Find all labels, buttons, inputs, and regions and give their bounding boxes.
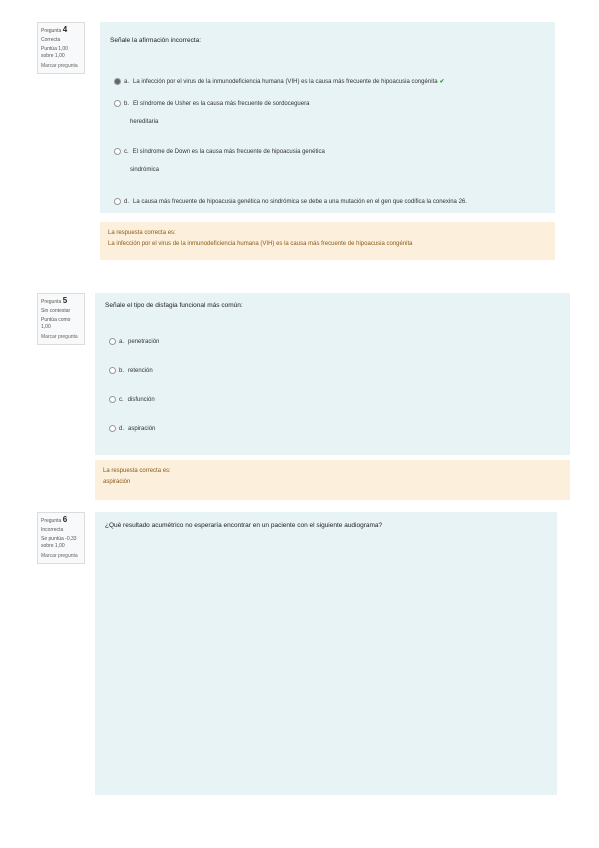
option-text: El síndrome de Down es la causa más frec…	[132, 149, 325, 155]
question-number: 5	[62, 296, 68, 305]
question-status: Correcta	[41, 37, 61, 43]
question-score: Se puntúa -0,33 sobre 1,00	[41, 536, 77, 549]
question-info: Pregunta 5 Sin contestar Puntúa como 1,00 M…	[37, 293, 85, 345]
option-text: retención	[128, 368, 153, 374]
question-score: Puntúa 1,00 sobre 1,00	[41, 46, 68, 59]
radio	[109, 395, 116, 403]
radio	[109, 366, 116, 374]
question-prompt: Señale el tipo de disfagia funcional más…	[105, 302, 243, 309]
answer-option[interactable]: c. disfunción	[109, 391, 155, 409]
question-heading: Pregunta 6	[41, 516, 81, 525]
option-letter: c.	[119, 397, 124, 403]
question-content: ¿Qué resultado acumétrico no esperaría e…	[95, 512, 557, 795]
question-content: Señale la afirmación incorrecta: a. La inf…	[100, 22, 555, 213]
question-label: Pregunta	[41, 299, 62, 305]
option-letter: b.	[119, 368, 125, 374]
flag-question[interactable]: Marcar pregunta	[41, 63, 81, 70]
answer-option[interactable]: a. La infección por el virus de la inmuno…	[114, 73, 445, 91]
radio	[114, 197, 121, 205]
question-number: 6	[62, 515, 68, 524]
question-number: 4	[62, 25, 68, 34]
option-letter: c.	[124, 149, 129, 155]
option-text: disfunción	[127, 397, 155, 403]
feedback: La respuesta correcta es: La infección po…	[100, 222, 555, 260]
option-text: La infección por el virus de la inmunode…	[133, 79, 438, 85]
question-status: Incorrecta	[41, 527, 64, 533]
question-status: Sin contestar	[41, 308, 71, 314]
option-text: hereditaria	[130, 119, 159, 125]
flag-question[interactable]: Marcar pregunta	[41, 553, 81, 560]
answer-option[interactable]: d. aspiración	[109, 420, 155, 438]
radio	[109, 337, 116, 345]
option-text: sindrómica	[130, 167, 160, 173]
feedback-title: La respuesta correcta es:	[108, 230, 176, 236]
option-letter: a.	[124, 79, 130, 85]
radio	[114, 147, 121, 155]
question-prompt: ¿Qué resultado acumétrico no esperaría e…	[105, 522, 383, 529]
option-letter: d.	[124, 199, 130, 205]
question-label: Pregunta	[41, 518, 62, 524]
radio	[109, 424, 116, 432]
flag-text: Marcar pregunta	[41, 553, 78, 559]
question-info: Pregunta 4 Correcta Puntúa 1,00 sobre 1,00…	[37, 22, 85, 74]
option-text: penetración	[128, 339, 160, 345]
feedback-title: La respuesta correcta es:	[103, 468, 171, 474]
option-letter: a.	[119, 339, 125, 345]
question-score: Puntúa como 1,00	[41, 317, 71, 330]
question-info: Pregunta 6 Incorrecta Se puntúa -0,33 sobr…	[37, 512, 85, 564]
option-letter: b.	[124, 101, 130, 107]
answer-option[interactable]: c. El síndrome de Down es la causa más fr…	[114, 143, 325, 179]
answer-option[interactable]: d. La causa más frecuente de hipoacusia g…	[114, 193, 467, 211]
radio	[114, 77, 121, 85]
correct-check: ✔	[439, 79, 445, 85]
question-prompt: Señale la afirmación incorrecta:	[110, 37, 202, 44]
question-heading: Pregunta 4	[41, 26, 81, 35]
flag-text: Marcar pregunta	[41, 334, 78, 340]
question-content: Señale el tipo de disfagia funcional más…	[95, 293, 570, 455]
answer-option[interactable]: a. penetración	[109, 333, 159, 351]
option-text: La causa más frecuente de hipoacusia gen…	[133, 199, 467, 205]
answer-option[interactable]: b. El síndrome de Usher es la causa más f…	[114, 95, 309, 131]
flag-text: Marcar pregunta	[41, 63, 78, 69]
radio	[114, 99, 121, 107]
feedback-text: aspiración	[103, 479, 131, 485]
question-label: Pregunta	[41, 28, 62, 34]
feedback: La respuesta correcta es: aspiración	[95, 460, 570, 500]
answer-option[interactable]: b. retención	[109, 362, 153, 380]
question-heading: Pregunta 5	[41, 297, 81, 306]
option-text: aspiración	[128, 426, 156, 432]
flag-question[interactable]: Marcar pregunta	[41, 334, 81, 341]
feedback-text: La infección por el virus de la inmunode…	[108, 241, 413, 247]
option-letter: d.	[119, 426, 125, 432]
option-text: El síndrome de Usher es la causa más fre…	[133, 101, 310, 107]
